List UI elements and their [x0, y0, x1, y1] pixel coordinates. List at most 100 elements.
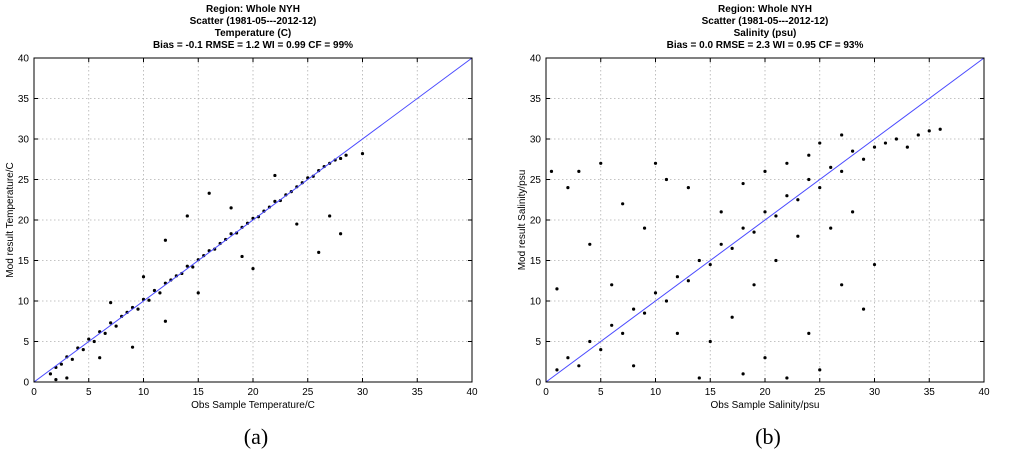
- panel-b-data-point: [851, 210, 855, 214]
- panel-b-data-point: [741, 226, 745, 230]
- panel-a-x-tick-label: 30: [357, 387, 369, 398]
- panel-b-x-tick-label: 25: [814, 387, 826, 398]
- panel-b-title-line-1: Region: Whole NYH: [718, 4, 812, 15]
- panel-a-data-point: [114, 324, 118, 328]
- panel-b-data-point: [621, 202, 625, 206]
- panel-b-data-point: [719, 242, 723, 246]
- panel-b-data-point: [807, 177, 811, 182]
- panel-a-data-point: [191, 265, 195, 269]
- panel-b-x-tick-label: 5: [598, 387, 604, 398]
- panel-b-scatter-plot: 0 5 10 15 20 25 30 35 40 0 5 10 15 20 25 30 35 40 Obs Samp…: [517, 54, 990, 412]
- panel-b-data-point: [632, 364, 636, 368]
- panel-a-y-tick-label: 30: [18, 135, 30, 146]
- panel-a-data-point: [109, 321, 113, 325]
- panel-b-data-point: [774, 214, 778, 218]
- panel-a-data-point: [360, 151, 365, 156]
- panel-a-y-tick-label: 35: [18, 94, 30, 105]
- panel-a-data-point: [328, 214, 332, 218]
- panel-b-data-point: [752, 283, 756, 287]
- panel-b-data-point: [763, 356, 767, 360]
- panel-b-data-point: [549, 169, 554, 173]
- panel-b-data-point: [653, 291, 658, 295]
- panel-b-data-point: [927, 129, 931, 133]
- panel-a: Region: Whole NYH Scatter (1981-05---201…: [5, 4, 478, 449]
- panel-b-y-tick-label: 25: [530, 175, 542, 186]
- panel-a-y-tick-label: 20: [18, 216, 30, 227]
- panel-b-data-point: [599, 161, 603, 165]
- panel-a-data-point: [130, 345, 135, 349]
- panel-a-y-tick-label: 25: [18, 175, 30, 186]
- panel-a-title-line-2: Scatter (1981-05---2012-12): [189, 16, 317, 27]
- panel-b: Region: Whole NYH Scatter (1981-05---201…: [512, 0, 1024, 456]
- panel-b-data-point: [555, 287, 559, 291]
- panel-b-data-point: [752, 230, 756, 234]
- panel-a-data-point: [185, 264, 189, 268]
- panel-b-data-point: [807, 331, 811, 335]
- panel-b-data-point: [642, 226, 647, 230]
- panel-a-x-tick-label: 25: [302, 387, 314, 398]
- panel-a-reference-line: [33, 57, 473, 383]
- panel-b-data-point: [763, 210, 767, 214]
- panel-a-data-point: [273, 199, 277, 203]
- panel-b-data-point: [861, 307, 866, 311]
- panel-b-data-point: [621, 331, 625, 335]
- panel-b-data-point: [708, 262, 712, 267]
- panel-a-x-tick-label: 15: [193, 387, 205, 398]
- panel-b-data-point: [796, 198, 800, 202]
- panel-a-data-point: [163, 319, 167, 323]
- panel-a-x-tick-label: 5: [86, 387, 92, 398]
- panel-b-x-tick-label: 40: [978, 387, 990, 398]
- panel-b-data-point: [774, 258, 778, 263]
- panel-b-data-point: [829, 226, 833, 230]
- panel-a-data-point: [54, 377, 58, 382]
- panel-a-data-point: [70, 357, 74, 361]
- panel-a-stats: Bias = -0.1 RMSE = 1.2 WI = 0.99 CF = 99…: [152, 40, 354, 51]
- panel-b-x-axis-label: Obs Sample Salinity/psu: [711, 400, 820, 411]
- panel-b-data-point: [697, 376, 701, 380]
- panel-b-data-point: [785, 194, 789, 198]
- panel-b-data-point: [785, 376, 789, 380]
- panel-b-data-point: [675, 331, 679, 335]
- panel-b-data-point: [708, 339, 712, 344]
- panel-a-data-point: [229, 206, 233, 210]
- panel-b-data-point: [610, 283, 614, 287]
- panel-b-data-point: [785, 161, 789, 165]
- panel-b-data-point: [730, 246, 734, 250]
- panel-b-y-tick-label: 0: [535, 378, 541, 389]
- panel-b-data-point: [894, 137, 898, 141]
- panel-a-caption: (a): [243, 424, 269, 449]
- panel-a-x-tick-label: 0: [31, 387, 37, 398]
- panel-b-caption: (b): [755, 424, 781, 449]
- panel-a-titles: Region: Whole NYH Scatter (1981-05---201…: [34, 4, 472, 52]
- panel-b-data-point: [588, 242, 592, 246]
- panel-a-y-tick-label: 15: [18, 256, 30, 267]
- panel-b-data-point: [566, 356, 570, 360]
- panel-b-data-point: [664, 299, 669, 303]
- panel-a-y-axis-label: Mod result Temperature/C: [5, 162, 16, 277]
- panel-b-data-point: [851, 149, 855, 153]
- panel-b-data-point: [840, 133, 844, 137]
- panel-b-data-point: [818, 141, 822, 145]
- panel-b-x-tick-label: 30: [869, 387, 881, 398]
- panel-b-data-point: [763, 169, 767, 173]
- panel-a-data-point: [103, 331, 107, 335]
- panel-a-data-point: [229, 232, 233, 236]
- panel-b-data-point: [840, 283, 844, 287]
- panel-b-y-tick-label: 40: [530, 54, 542, 65]
- panel-a-data-point: [339, 232, 343, 236]
- panel-b-data-point: [664, 177, 669, 182]
- panel-a-x-tick-label: 10: [138, 387, 150, 398]
- panel-a-x-axis-label: Obs Sample Temperature/C: [191, 400, 315, 411]
- panel-b-x-tick-label: 20: [759, 387, 771, 398]
- panel-b-data-point: [686, 279, 690, 283]
- panel-b-y-tick-label: 20: [530, 216, 542, 227]
- panel-a-data-point: [163, 238, 167, 242]
- panel-b-y-tick-label: 15: [530, 256, 542, 267]
- panel-a-data-point: [65, 376, 69, 380]
- panel-b-title-line-2: Scatter (1981-05---2012-12): [701, 16, 829, 27]
- panel-a-data-point: [196, 291, 200, 295]
- panel-b-data-point: [610, 323, 614, 327]
- panel-b-stats: Bias = 0.0 RMSE = 2.3 WI = 0.95 CF = 93%: [666, 40, 864, 51]
- panel-a-data-point: [141, 275, 146, 279]
- panel-a-data-point: [295, 222, 299, 226]
